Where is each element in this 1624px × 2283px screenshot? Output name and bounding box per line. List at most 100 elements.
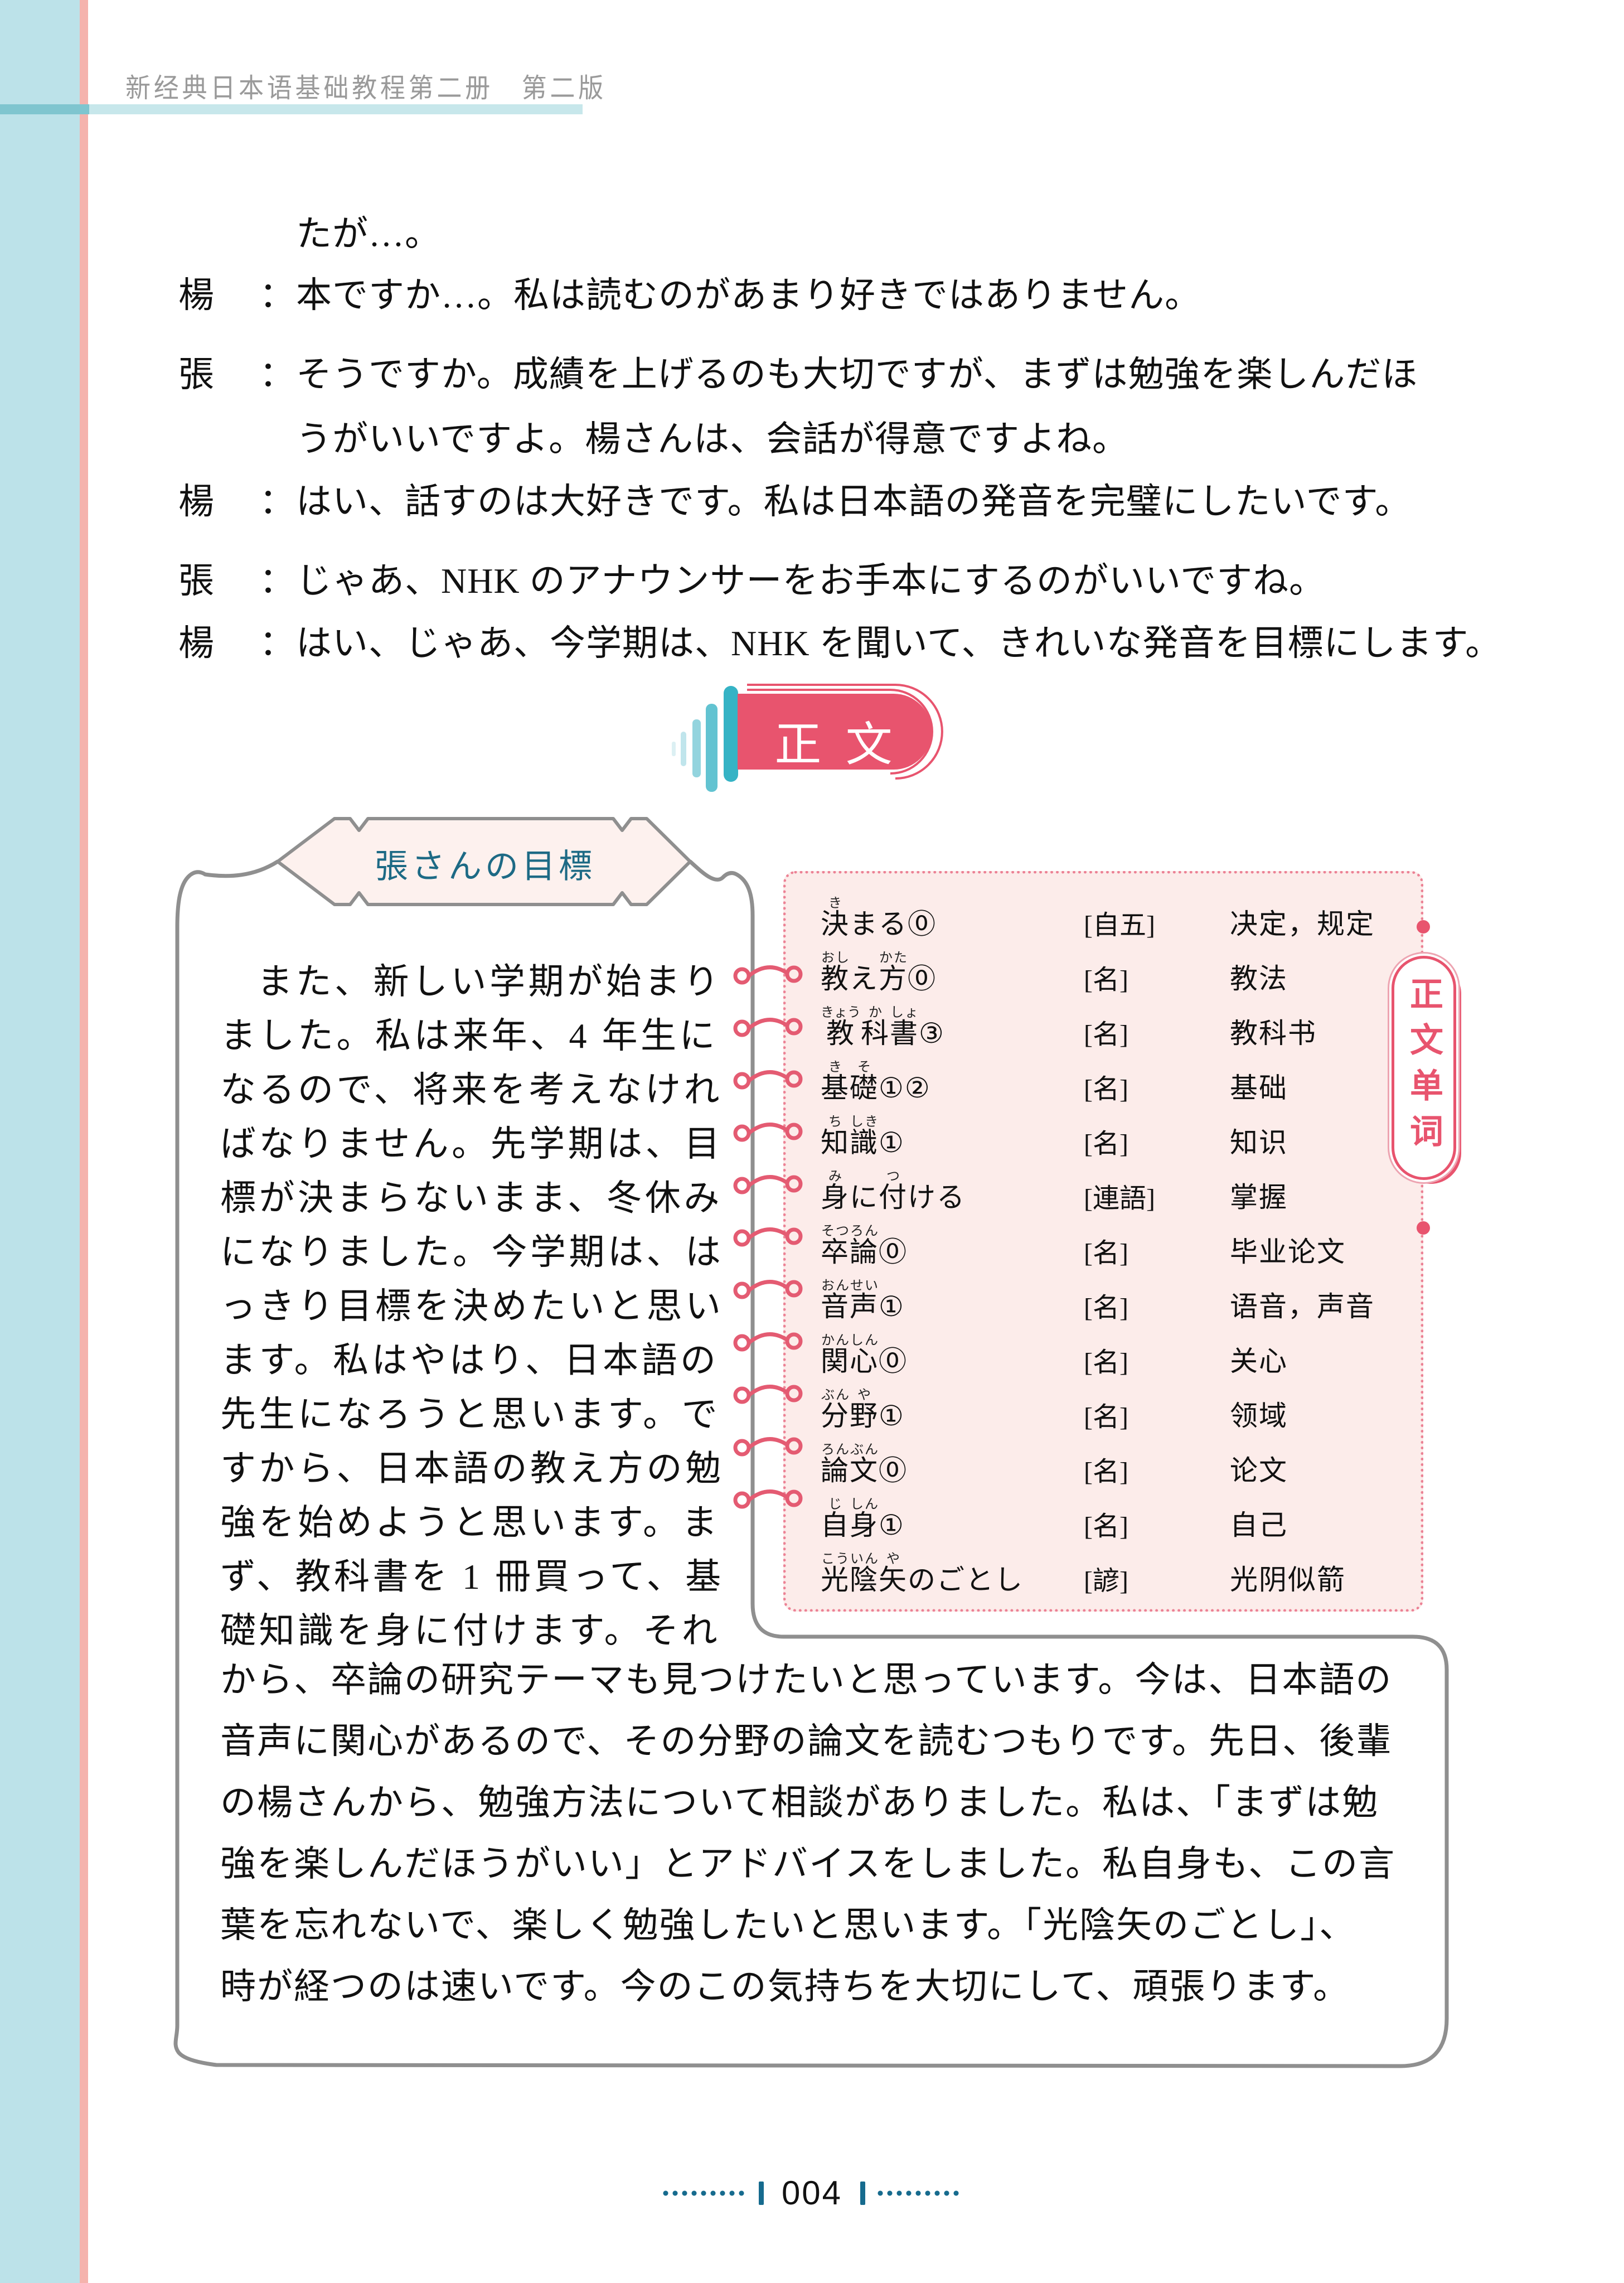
vocab-meaning: 掌握 — [1230, 1182, 1288, 1213]
vocab-meaning: 关心 — [1230, 1346, 1288, 1377]
vocab-panel-tab-label: 正文单词 — [1405, 976, 1443, 1159]
vocab-word: 論ろん文ぶん⓪ — [821, 1443, 908, 1486]
passage-line: 強を始めようと思います。ま — [220, 1503, 721, 1542]
vocab-row: 知ち識しき① [名] 知识 — [821, 1106, 1409, 1160]
passage-line: っきり目標を決めたいと思い — [220, 1286, 724, 1326]
dialogue-colon: ： — [259, 275, 295, 315]
passage-line: になりました。今学期は、は — [220, 1232, 724, 1272]
vocab-pos: [名] — [1084, 1402, 1128, 1432]
vocab-row: 教おしえ方かた⓪ [名] 教法 — [821, 942, 1409, 997]
dialogue-text: そうですか。成績を上げるのも大切ですが、まずは勉強を楽しんだほ — [296, 355, 1418, 394]
vocab-pos: [名] — [1084, 1239, 1128, 1268]
dialogue-text: はい、話すのは大好きです。私は日本語の発音を完璧にしたいです。 — [296, 482, 1412, 521]
dialogue-speaker: 楊 — [178, 482, 215, 521]
vocab-word: 基き礎そ①② — [821, 1060, 931, 1104]
passage-line: 葉を忘れないで、楽しく勉強したいと思います。「光陰矢のごとし」、 — [220, 1905, 1356, 1945]
vocab-word: 知ち識しき① — [821, 1115, 905, 1158]
vocab-row: 卒そつ論ろん⓪ [名] 毕业论文 — [821, 1215, 1409, 1270]
dialogue-line: 張 ：じゃあ、NHK のアナウンサーをお手本にするのがいいですね。 — [178, 559, 1325, 603]
passage-line: 音声に関心があるので、その分野の論文を読むつもりです。先日、後輩 — [220, 1721, 1393, 1761]
passage-line: 強を楽しんだほうがいい」とアドバイスをしました。私自身も、この言 — [220, 1844, 1396, 1884]
vocab-word: 音おん声せい① — [821, 1279, 905, 1322]
passage-title: 張さんの目標 — [375, 848, 595, 885]
passage-line: の楊さんから、勉強方法について相談がありました。私は、「まずは勉 — [220, 1783, 1379, 1822]
vocab-row: 教きょう科か書しょ③ [名] 教科书 — [821, 997, 1409, 1051]
dialogue-colon: ： — [259, 561, 295, 601]
vocab-word: 関かん心しん⓪ — [821, 1333, 908, 1377]
vocab-pos: [諺] — [1084, 1566, 1128, 1596]
vocab-row: 分ぶん野や① [名] 领域 — [821, 1379, 1409, 1434]
vocab-meaning: 教科书 — [1230, 1018, 1317, 1049]
sound-wave-icon — [672, 686, 738, 792]
vocab-pos: [名] — [1084, 1348, 1128, 1377]
vocab-meaning: 教法 — [1230, 963, 1288, 994]
vocab-meaning: 决定，规定 — [1230, 908, 1375, 940]
vocab-row: 基き礎そ①② [名] 基础 — [821, 1051, 1409, 1106]
passage-line: から、卒論の研究テーマも見つけたいと思っています。今は、日本語の — [220, 1660, 1393, 1700]
vocab-word: 教きょう科か書しょ③ — [821, 1005, 945, 1049]
dialogue-text: うがいいですよ。楊さんは、会話が得意ですよね。 — [296, 419, 1129, 459]
dialogue-line: うがいいですよ。楊さんは、会話が得意ですよね。 — [178, 417, 1128, 462]
vocab-row: 身みに付つける [連語] 掌握 — [821, 1160, 1409, 1215]
dialogue-block: たが…。 楊：本ですか…。私は読むのがあまり好きではありません。 張：そうですか… — [0, 0, 1624, 680]
vocab-meaning: 知识 — [1230, 1127, 1288, 1158]
vocab-meaning: 语音，声音 — [1230, 1291, 1375, 1322]
dialogue-text: たが…。 — [296, 214, 441, 254]
vocab-word: 教おしえ方かた⓪ — [821, 951, 937, 994]
vocab-word: 卒そつ論ろん⓪ — [821, 1224, 908, 1268]
page-number: 004 — [781, 2174, 843, 2212]
dialogue-text: 本ですか…。私は読むのがあまり好きではありません。 — [296, 275, 1201, 315]
footer-dots-right — [878, 2190, 962, 2196]
passage-text-full: から、卒論の研究テーマも見つけたいと思っています。今は、日本語の 音声に関心がある… — [220, 1650, 1395, 2018]
vocab-pos: [名] — [1084, 1075, 1128, 1104]
vocab-row: 関かん心しん⓪ [名] 关心 — [821, 1324, 1409, 1379]
passage-line: 時が経つのは速いです。今のこの気持ちを大切にして、頑張ります。 — [220, 1967, 1350, 2006]
vocab-word: 分ぶん野や① — [821, 1388, 905, 1431]
footer-bar-left — [758, 2181, 764, 2205]
dialogue-line: たが…。 — [178, 212, 441, 257]
vocab-row: 論ろん文ぶん⓪ [名] 论文 — [821, 1434, 1409, 1488]
vocab-panel: 決きまる⓪ [自五] 决定，规定 教おしえ方かた⓪ [名] 教法 教きょう科か書… — [783, 871, 1423, 1612]
dialogue-speaker: 張 — [178, 561, 215, 601]
section-badge-label: 正 文 — [774, 718, 898, 771]
header-underline-dark-segment — [0, 104, 89, 114]
vocab-meaning: 毕业论文 — [1230, 1236, 1346, 1268]
vocab-pos: [名] — [1084, 1020, 1128, 1049]
dialogue-line: 楊 ：はい、じゃあ、今学期は、NHK を聞いて、きれいな発音を目標にします。 — [178, 621, 1501, 666]
passage-line: ました。私は来年、4 年生に — [220, 1016, 718, 1056]
vocab-meaning: 领域 — [1230, 1400, 1288, 1431]
dialogue-speaker: 張 — [178, 355, 215, 394]
vocab-meaning: 论文 — [1230, 1455, 1288, 1486]
book-title: 新经典日本语基础教程第二册 第二版 — [125, 74, 607, 103]
vocab-row: 音おん声せい① [名] 语音，声音 — [821, 1270, 1409, 1324]
passage-line: ず、教科書を 1 冊買って、基 — [220, 1557, 724, 1597]
dialogue-speaker: 楊 — [178, 275, 215, 315]
vocab-row: 光こう陰いん矢やのごとし [諺] 光阴似箭 — [821, 1543, 1409, 1598]
vocab-meaning: 光阴似箭 — [1230, 1564, 1346, 1595]
passage-line: 先生になろうと思います。で — [220, 1395, 721, 1434]
passage-line: ます。私はやはり、日本語の — [220, 1341, 719, 1380]
passage-line: すから、日本語の教え方の勉 — [220, 1449, 724, 1488]
page-footer: 004 — [0, 2174, 1624, 2212]
vocab-word: 決きまる⓪ — [821, 896, 937, 940]
passage-line: また、新しい学期が始まり — [257, 962, 722, 1002]
dialogue-speaker: 楊 — [178, 623, 215, 663]
dialogue-line: 張 ：そうですか。成績を上げるのも大切ですが、まずは勉強を楽しんだほ — [178, 352, 1418, 397]
footer-bar-right — [860, 2181, 866, 2205]
dialogue-line: 楊 ：はい、話すのは大好きです。私は日本語の発音を完璧にしたいです。 — [178, 480, 1411, 524]
vocab-word: 身みに付つける — [821, 1169, 966, 1213]
dialogue-line: 楊 ：本ですか…。私は読むのがあまり好きではありません。 — [178, 273, 1201, 318]
vocab-pos: [連語] — [1084, 1184, 1155, 1213]
vocab-row: 決きまる⓪ [自五] 决定，规定 — [821, 887, 1409, 942]
vocab-word: 光こう陰いん矢やのごとし — [821, 1552, 1024, 1595]
vocab-word: 自じ身しん① — [821, 1497, 905, 1541]
header-underline — [0, 104, 583, 114]
left-margin-stripe — [80, 0, 88, 2283]
dialogue-colon: ： — [259, 355, 295, 394]
dialogue-text: はい、じゃあ、今学期は、NHK を聞いて、きれいな発音を目標にします。 — [296, 623, 1502, 663]
left-margin-band — [0, 0, 80, 2283]
vocab-row: 自じ身しん① [名] 自己 — [821, 1488, 1409, 1543]
dialogue-colon: ： — [259, 623, 295, 663]
vocab-pos: [名] — [1084, 1293, 1128, 1323]
